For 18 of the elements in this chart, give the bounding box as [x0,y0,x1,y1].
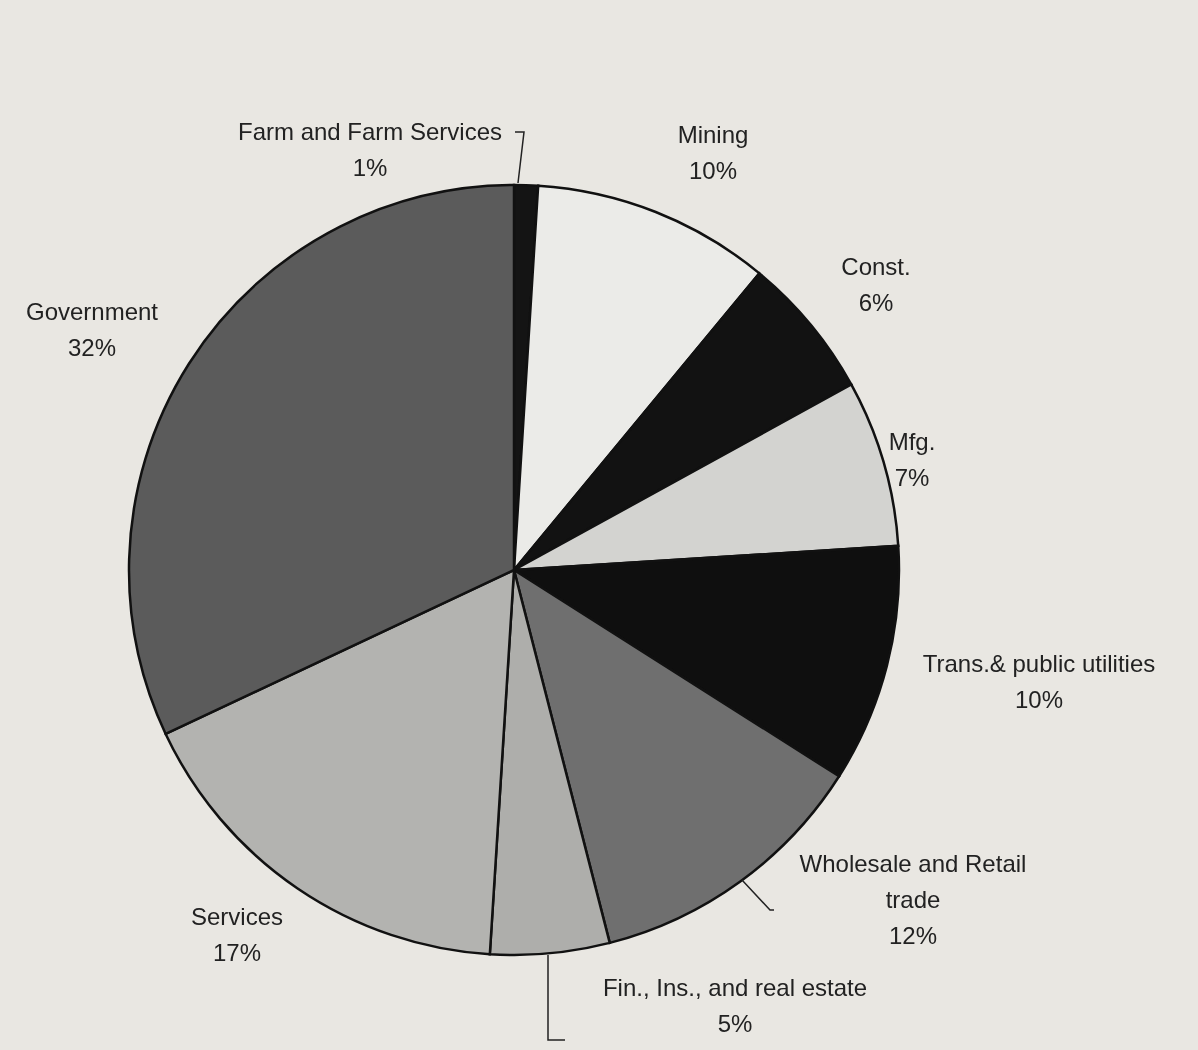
data-label: 5% [717,1010,753,1037]
slice-label: Mining [677,121,749,148]
data-label: 7% [894,464,930,491]
slice-label: Trans.& public utilities [922,650,1156,677]
slice-label: Government [25,298,159,325]
slice-label: Farm and Farm Services [237,118,503,145]
slice-label: Mfg. [888,428,936,455]
data-label: 10% [1014,686,1064,713]
slice-label: Services [190,903,284,930]
data-label: 32% [67,334,117,361]
slice-label: Wholesale and Retail trade [799,850,1027,913]
slice-label: Fin., Ins., and real estate [602,974,868,1001]
data-label: 10% [688,157,738,184]
data-label: 1% [352,154,388,181]
data-label: 12% [888,922,938,949]
data-label: 17% [212,939,262,966]
data-label: 6% [858,289,894,316]
slice-label: Const. [841,253,911,280]
